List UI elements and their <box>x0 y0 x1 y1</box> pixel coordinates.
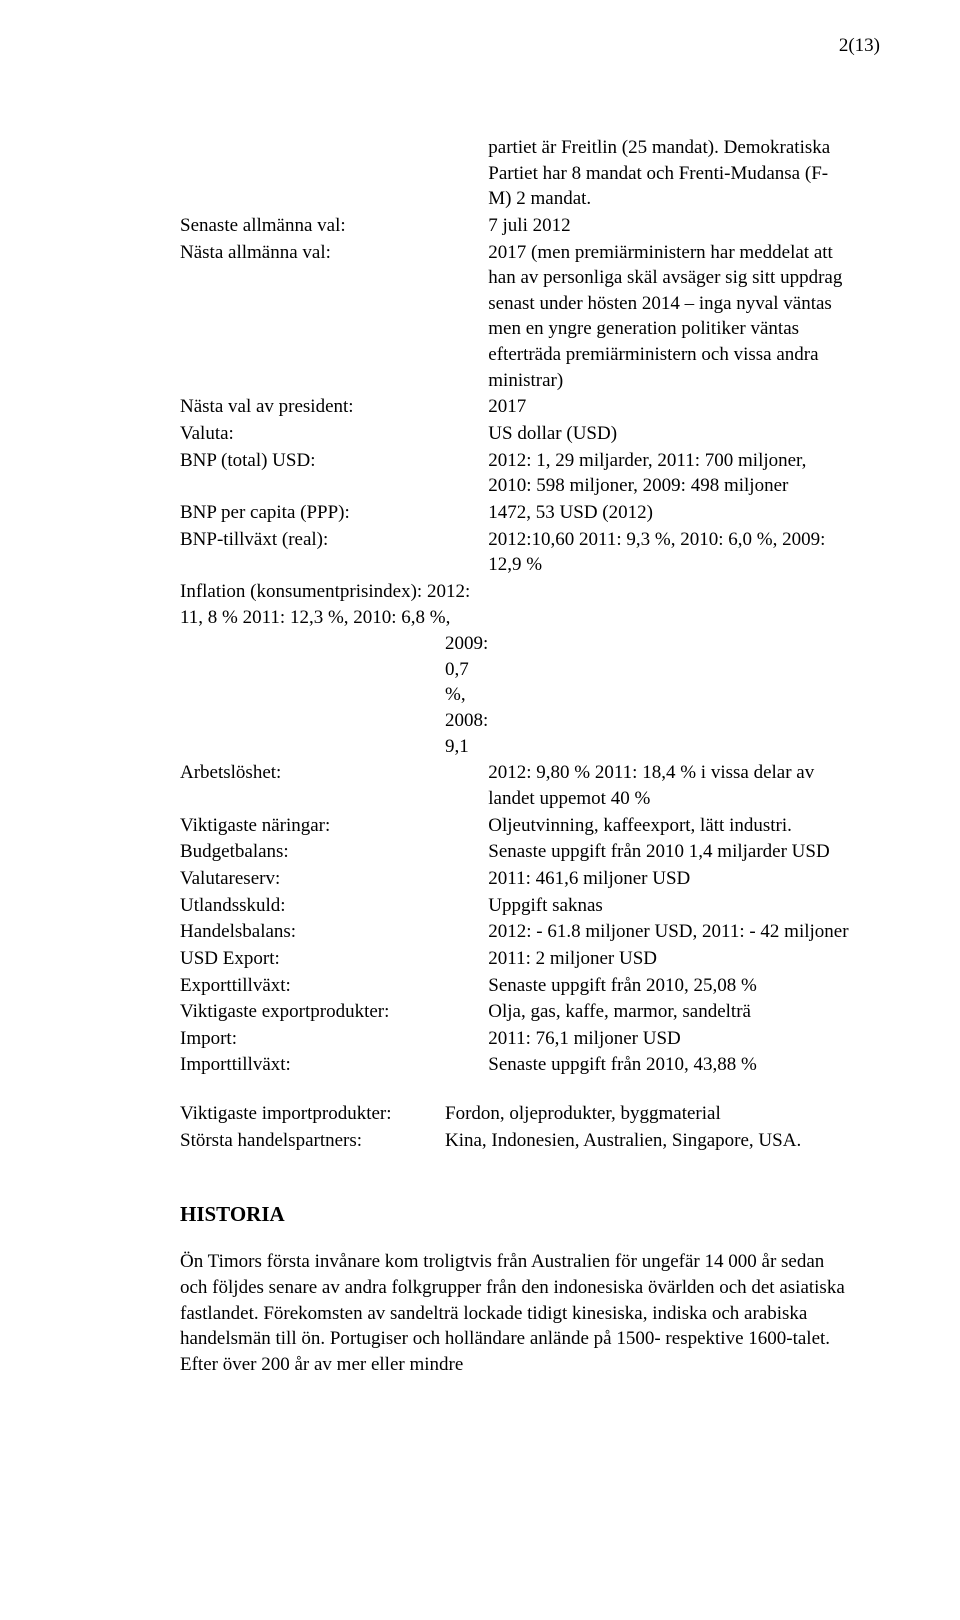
info-row: Senaste allmänna val:7 juli 2012 <box>180 213 850 240</box>
info-label: Utlandsskuld: <box>180 893 488 920</box>
info-label: Arbetslöshet: <box>180 760 488 812</box>
info-row: Nästa val av president:2017 <box>180 394 850 421</box>
info-value: 2012: 9,80 % 2011: 18,4 % i vissa delar … <box>488 760 850 812</box>
info-row: Största handelspartners:Kina, Indonesien… <box>180 1128 850 1155</box>
info-value: Oljeutvinning, kaffeexport, lätt industr… <box>488 813 850 840</box>
info-row: Nästa allmänna val:2017 (men premiärmini… <box>180 240 850 395</box>
info-row: Viktigaste näringar:Oljeutvinning, kaffe… <box>180 813 850 840</box>
info-label: Budgetbalans: <box>180 839 488 866</box>
info-row: Importtillväxt:Senaste uppgift från 2010… <box>180 1052 850 1079</box>
info-row: USD Export:2011: 2 miljoner USD <box>180 946 850 973</box>
info-value: Fordon, oljeprodukter, byggmaterial <box>445 1101 850 1128</box>
section-heading-historia: HISTORIA <box>180 1202 850 1227</box>
info-label: Import: <box>180 1026 488 1053</box>
info-row: Utlandsskuld:Uppgift saknas <box>180 893 850 920</box>
info-value: 2011: 76,1 miljoner USD <box>488 1026 850 1053</box>
info-label: Valutareserv: <box>180 866 488 893</box>
info-value: Olja, gas, kaffe, marmor, sandelträ <box>488 999 850 1026</box>
info-row: Budgetbalans:Senaste uppgift från 2010 1… <box>180 839 850 866</box>
info-value: Kina, Indonesien, Australien, Singapore,… <box>445 1128 850 1155</box>
info-value: 2012: - 61.8 miljoner USD, 2011: - 42 mi… <box>488 919 850 946</box>
info-row: Exporttillväxt:Senaste uppgift från 2010… <box>180 973 850 1000</box>
info-row: Viktigaste exportprodukter:Olja, gas, ka… <box>180 999 850 1026</box>
info-value: Senaste uppgift från 2010 1,4 miljarder … <box>488 839 850 866</box>
info-label <box>180 135 488 213</box>
info-value: 7 juli 2012 <box>488 213 850 240</box>
info-label: Handelsbalans: <box>180 919 488 946</box>
info-value: Uppgift saknas <box>488 893 850 920</box>
info-label: Valuta: <box>180 421 488 448</box>
info-label: Importtillväxt: <box>180 1052 488 1079</box>
info-table: partiet är Freitlin (25 mandat). Demokra… <box>180 135 850 1079</box>
info-label: Nästa val av president: <box>180 394 488 421</box>
info-row: BNP per capita (PPP):1472, 53 USD (2012) <box>180 500 850 527</box>
info-label: Nästa allmänna val: <box>180 240 488 395</box>
info-value: 2012: 1, 29 miljarder, 2011: 700 miljone… <box>488 448 850 500</box>
info-value: 2012:10,60 2011: 9,3 %, 2010: 6,0 %, 200… <box>488 527 850 579</box>
info-value: 2009: 0,7 %, 2008: 9,1 <box>180 631 488 760</box>
info-label: BNP per capita (PPP): <box>180 500 488 527</box>
info-value: US dollar (USD) <box>488 421 850 448</box>
info-value: 2017 <box>488 394 850 421</box>
info-label: Viktigaste näringar: <box>180 813 488 840</box>
page-number: 2(13) <box>839 35 880 57</box>
info-value: partiet är Freitlin (25 mandat). Demokra… <box>488 135 850 213</box>
info-value: 2011: 461,6 miljoner USD <box>488 866 850 893</box>
info-row-inflation: Inflation (konsumentprisindex): 2012: 11… <box>180 579 488 760</box>
info-label: Inflation (konsumentprisindex): 2012: 11… <box>180 579 488 631</box>
info-label: Senaste allmänna val: <box>180 213 488 240</box>
info-value: 1472, 53 USD (2012) <box>488 500 850 527</box>
info-label: Exporttillväxt: <box>180 973 488 1000</box>
document-page: 2(13) partiet är Freitlin (25 mandat). D… <box>0 0 960 1620</box>
info-label: USD Export: <box>180 946 488 973</box>
info-row: Valuta:US dollar (USD) <box>180 421 850 448</box>
info-label: Viktigaste exportprodukter: <box>180 999 488 1026</box>
body-paragraph: Ön Timors första invånare kom troligtvis… <box>180 1249 850 1377</box>
info-label: Största handelspartners: <box>180 1128 445 1155</box>
info-table-secondary: Viktigaste importprodukter:Fordon, oljep… <box>180 1101 850 1154</box>
info-value: 2011: 2 miljoner USD <box>488 946 850 973</box>
info-label: Viktigaste importprodukter: <box>180 1101 445 1128</box>
info-row: BNP (total) USD:2012: 1, 29 miljarder, 2… <box>180 448 850 500</box>
info-value: 2017 (men premiärministern har meddelat … <box>488 240 850 395</box>
info-value: Senaste uppgift från 2010, 43,88 % <box>488 1052 850 1079</box>
info-row: partiet är Freitlin (25 mandat). Demokra… <box>180 135 850 213</box>
info-label: BNP (total) USD: <box>180 448 488 500</box>
info-value: Senaste uppgift från 2010, 25,08 % <box>488 973 850 1000</box>
info-row: Handelsbalans:2012: - 61.8 miljoner USD,… <box>180 919 850 946</box>
info-row: Valutareserv:2011: 461,6 miljoner USD <box>180 866 850 893</box>
info-row: Arbetslöshet:2012: 9,80 % 2011: 18,4 % i… <box>180 760 850 812</box>
info-row: Viktigaste importprodukter:Fordon, oljep… <box>180 1101 850 1128</box>
info-label: BNP-tillväxt (real): <box>180 527 488 579</box>
info-row: BNP-tillväxt (real):2012:10,60 2011: 9,3… <box>180 527 850 579</box>
info-row: Import:2011: 76,1 miljoner USD <box>180 1026 850 1053</box>
